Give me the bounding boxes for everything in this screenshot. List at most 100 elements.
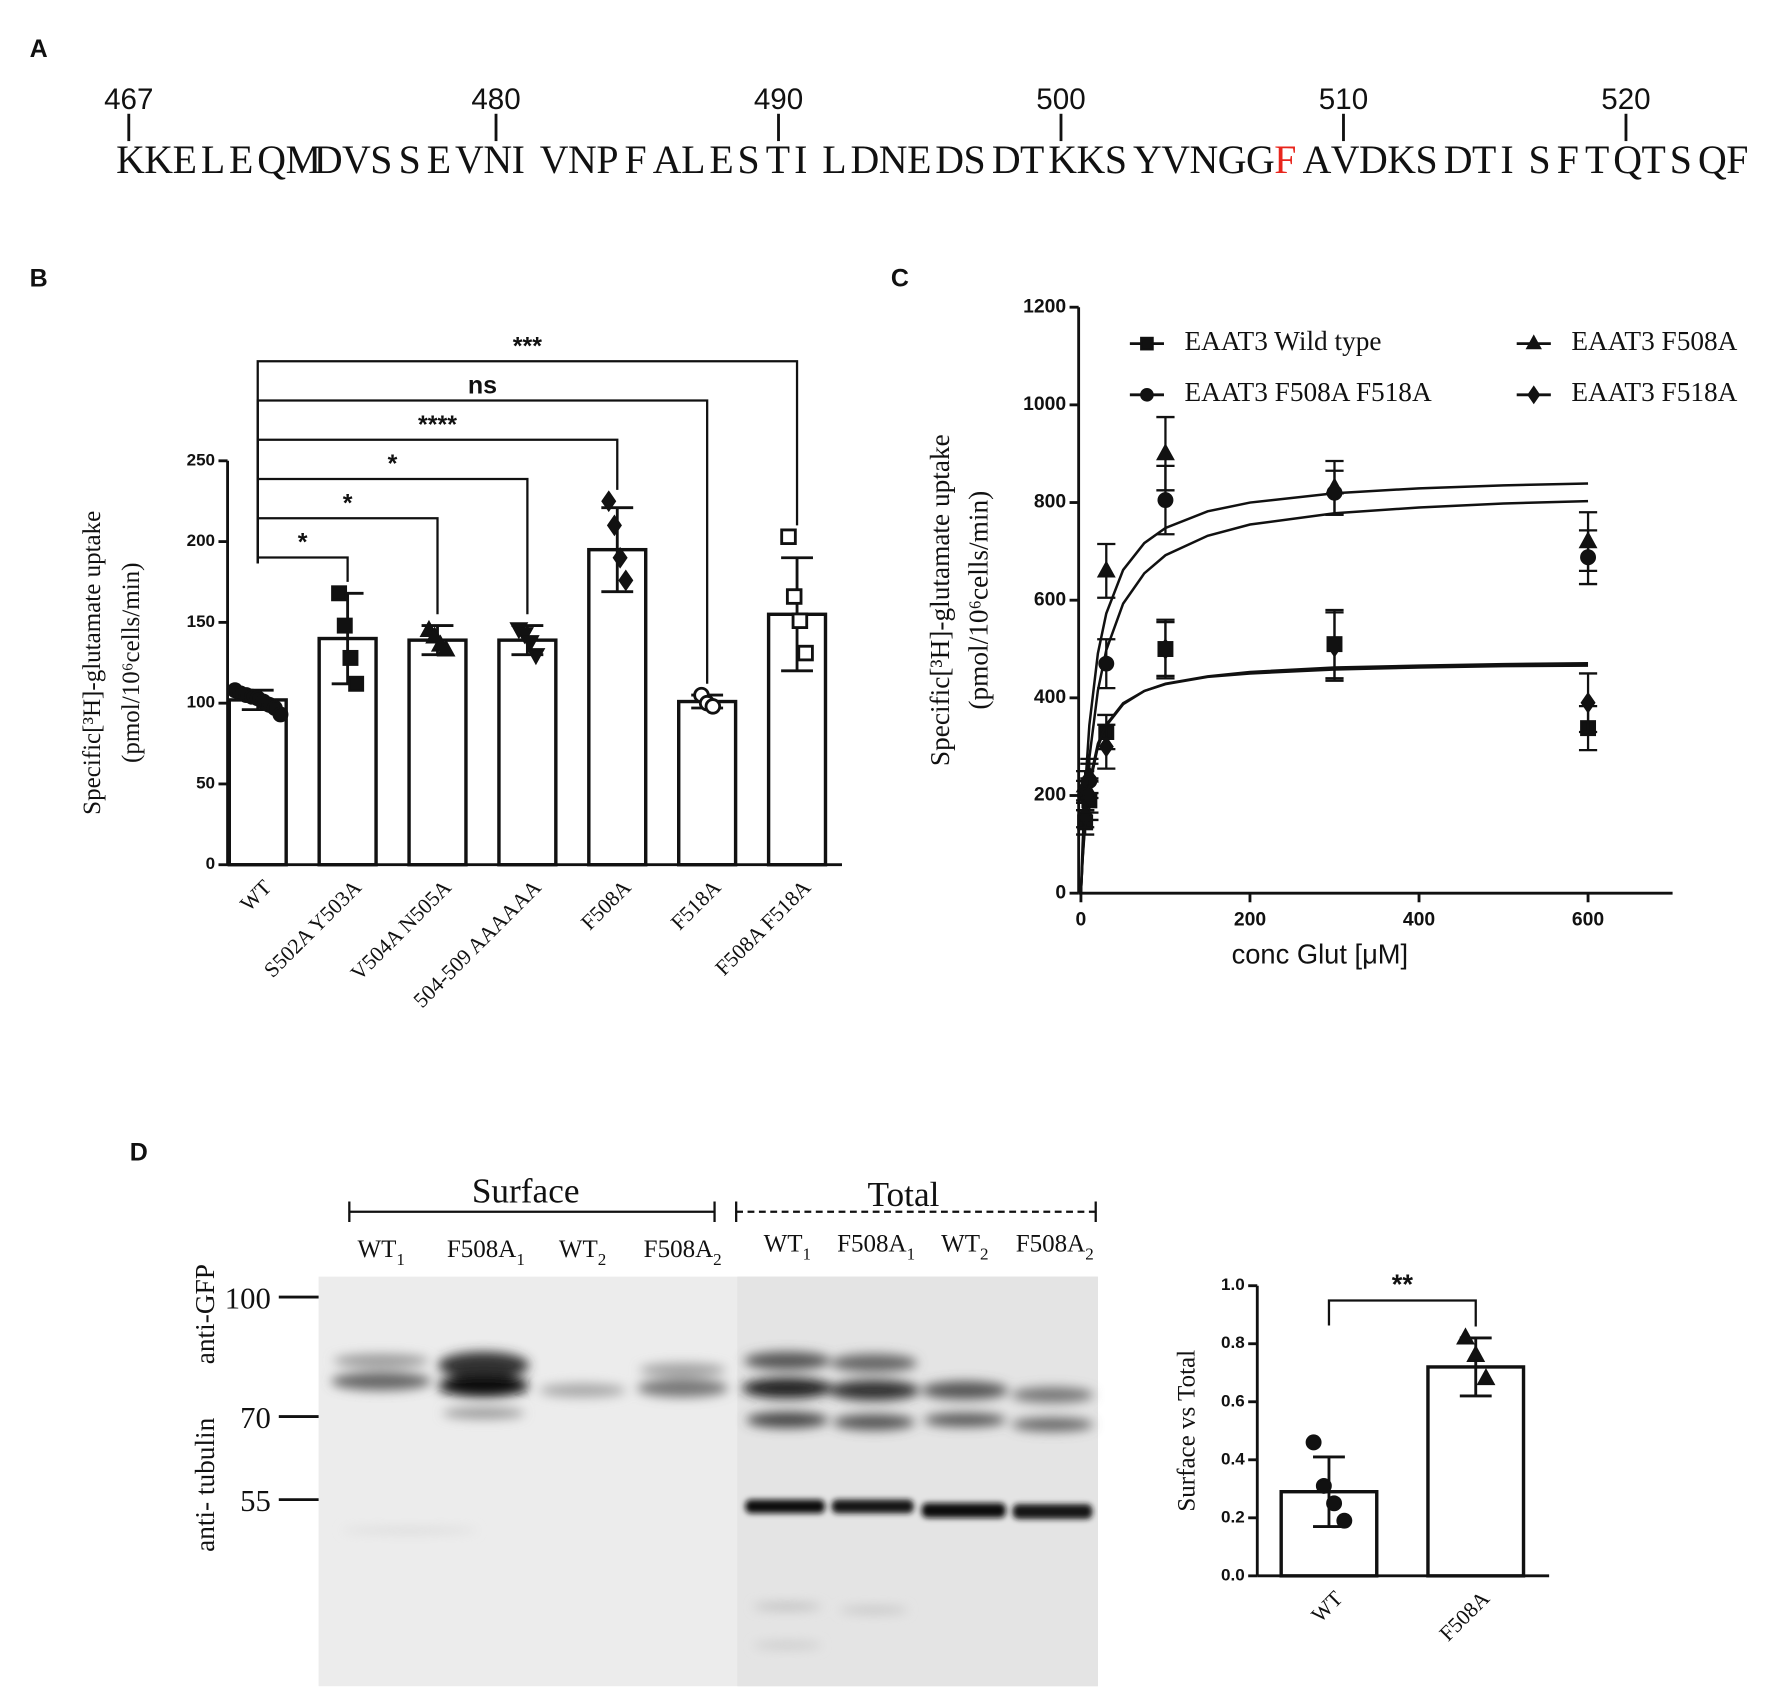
significance-label: ns	[468, 372, 497, 400]
y-tick-label: 1000	[1023, 393, 1066, 415]
tubulin-bands	[745, 1499, 1093, 1519]
highlighted-residue: F	[1274, 138, 1296, 182]
data-point	[612, 546, 628, 569]
data-point	[606, 514, 622, 537]
data-point	[704, 698, 722, 715]
data-point	[436, 639, 456, 657]
y-axis-label: (pmol/10⁶cells/min)	[964, 491, 994, 710]
data-point	[1326, 1495, 1343, 1512]
data-point	[348, 675, 365, 692]
bar	[677, 699, 738, 867]
lane-sub: 2	[1085, 1245, 1094, 1264]
sequence-part: KKELEQMDVSSEVNIVNPFALESTILDNEDSDTKKSYVNG…	[116, 138, 1275, 182]
lane-label: F508A2	[1016, 1231, 1094, 1264]
data-point	[342, 649, 359, 666]
x-tick-label: F508A	[1435, 1586, 1495, 1646]
lane-sub: 1	[803, 1245, 812, 1264]
data-point	[520, 635, 540, 653]
y-tick-label: 0	[206, 854, 215, 873]
lane-label: WT1	[357, 1236, 404, 1269]
group-label: Total	[867, 1175, 939, 1214]
bar	[1426, 1365, 1526, 1578]
lane-label: F508A2	[644, 1236, 722, 1269]
lane-sub: 2	[980, 1245, 989, 1264]
data-point	[526, 648, 546, 666]
bar	[587, 547, 648, 867]
group-bracket	[348, 1201, 716, 1222]
y-tick-label: 0.2	[1221, 1507, 1245, 1526]
significance-label: ***	[513, 332, 542, 360]
scatter-chart: 0 200 400 600 800 1000 1200 Specific[³H]-glutam…	[925, 295, 1738, 969]
data-point	[1157, 638, 1173, 660]
sequence-tick-label: 510	[1319, 83, 1368, 116]
marker-size: 100	[225, 1281, 271, 1315]
significance-bracket	[256, 556, 349, 582]
data-point	[1580, 549, 1597, 566]
data-point	[1315, 1477, 1332, 1494]
data-point	[1156, 443, 1175, 461]
lane-sub: 1	[396, 1250, 405, 1269]
data-point	[791, 612, 809, 630]
y-tick-label: 400	[1034, 686, 1066, 708]
panel-label: D	[130, 1139, 148, 1167]
x-tick-label: 0	[1076, 909, 1087, 931]
significance-label: ****	[418, 411, 457, 439]
y-tick-label: 250	[187, 450, 215, 469]
blot-background	[737, 1276, 1098, 1687]
y-axis-label: (pmol/10⁶cells/min)	[118, 563, 145, 763]
panel-label: A	[30, 35, 48, 63]
y-axis-label: Surface vs Total	[1174, 1350, 1201, 1512]
y-axis-label: Specific[³H]-glutamate uptake	[79, 511, 106, 815]
y-tick-label: 600	[1034, 588, 1066, 610]
lane-name: F508A	[447, 1236, 517, 1263]
x-tick-label: 600	[1572, 909, 1604, 931]
data-point	[1098, 735, 1114, 758]
y-tick-label: 0.8	[1221, 1333, 1245, 1352]
marker-size: 70	[240, 1401, 271, 1435]
data-point	[1157, 492, 1174, 509]
sequence-panel: KKELEQMDVSSEVNIVNPFALESTILDNEDSDTKKSYVNG…	[104, 83, 1748, 182]
data-point	[336, 617, 353, 634]
data-point	[1305, 1434, 1322, 1451]
y-tick-label: 50	[196, 773, 215, 792]
fit-curve	[1079, 661, 1589, 894]
lane-label: F508A1	[837, 1231, 915, 1264]
data-point	[780, 528, 797, 545]
legend-label: EAAT3 F508A F518A	[1184, 377, 1432, 407]
legend-marker	[1525, 334, 1542, 350]
y-tick-label: 0.0	[1221, 1565, 1245, 1584]
x-tick-label: F508A	[576, 875, 636, 935]
lane-label: WT1	[764, 1231, 811, 1264]
significance-bracket	[256, 360, 799, 564]
lane-sub: 2	[713, 1250, 722, 1269]
antibody-label: anti- tubulin	[190, 1417, 220, 1552]
lane-labels: WT1 F508A1 WT2 F508A2 WT1 F508A1 WT2 F50…	[357, 1231, 1093, 1270]
data-point	[785, 588, 803, 605]
sequence-tick-label: 500	[1036, 83, 1085, 116]
bar	[407, 638, 468, 867]
lane-name: WT	[764, 1231, 803, 1258]
x-tick-label: 400	[1403, 909, 1435, 931]
data-point	[1580, 691, 1596, 714]
y-tick-label: 0	[1055, 881, 1066, 903]
significance-label: *	[298, 529, 308, 557]
lane-name: F508A	[837, 1231, 907, 1258]
legend-marker	[1140, 387, 1154, 402]
lane-name: F508A	[644, 1236, 714, 1263]
x-tick-label: WT	[1307, 1586, 1348, 1627]
bar-chart: 0 50 100 150 200 250 Specific[³H]-glutamate up…	[79, 332, 842, 1012]
bar-chart: 0.0 0.2 0.4 0.6 0.8 1.0 Surface vs Total WT F508…	[1174, 1269, 1550, 1646]
y-tick-label: 0.4	[1221, 1449, 1245, 1468]
y-tick-label: 1.0	[1221, 1275, 1245, 1294]
significance-label: **	[1392, 1269, 1414, 1300]
lane-sub: 1	[516, 1250, 525, 1269]
y-tick-label: 100	[187, 693, 215, 712]
antibody-label: anti-GFP	[190, 1264, 220, 1364]
x-tick-label: F508A F518A	[711, 875, 816, 980]
sequence-tick-label: 480	[471, 83, 520, 116]
data-point	[1456, 1327, 1475, 1345]
legend-label: EAAT3 Wild type	[1184, 326, 1381, 356]
lane-name: F508A	[1016, 1231, 1086, 1258]
data-point	[515, 627, 534, 645]
